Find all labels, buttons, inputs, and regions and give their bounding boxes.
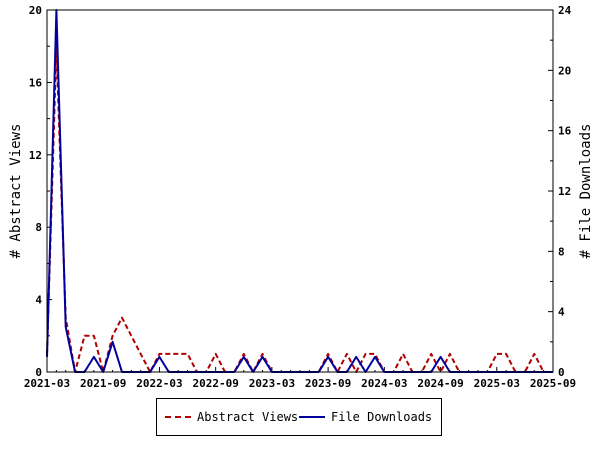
y2-tick-label: 24 <box>558 4 572 17</box>
x-tick-label: 2023-03 <box>249 377 295 390</box>
legend-item-file-downloads: File Downloads <box>299 410 432 424</box>
series-layer <box>46 9 553 373</box>
y2-tick-label: 8 <box>558 245 565 258</box>
x-tick-label: 2022-03 <box>136 377 182 390</box>
y2-tick-label: 0 <box>558 366 565 379</box>
legend-item-abstract-views: Abstract Views <box>165 410 298 424</box>
y-tick-label: 16 <box>29 76 43 89</box>
x-tick-label: 2021-09 <box>80 377 126 390</box>
y-tick-label: 8 <box>35 221 42 234</box>
x-tick-label: 2024-09 <box>417 377 463 390</box>
y2-tick-label: 20 <box>558 64 571 77</box>
x-tick-label: 2025-03 <box>474 377 520 390</box>
plot-frame <box>46 9 554 373</box>
x-tick-label: 2022-09 <box>192 377 238 390</box>
y2-axis-title: # File Downloads <box>578 124 594 259</box>
x-tick-label: 2024-03 <box>361 377 407 390</box>
y2-tick-label: 16 <box>558 125 572 138</box>
legend-label-file-downloads: File Downloads <box>331 410 433 424</box>
y-tick-label: 0 <box>35 366 42 379</box>
labels-layer: 0 4 8 12 16 20 0 4 8 12 16 20 24 2021-03 2021-09 2022-0… <box>24 4 576 390</box>
series-line-abstract-views <box>46 45 553 373</box>
x-tick-label: 2023-09 <box>305 377 351 390</box>
y-axis-title: # Abstract Views <box>8 124 24 259</box>
legend-swatch-file-downloads <box>299 416 325 418</box>
y-tick-label: 20 <box>29 4 42 17</box>
y-tick-label: 4 <box>35 294 42 307</box>
legend: Abstract Views File Downloads <box>156 398 442 436</box>
y2-tick-label: 4 <box>558 306 565 319</box>
legend-swatch-abstract-views <box>165 416 191 418</box>
x-tick-label: 2025-09 <box>530 377 576 390</box>
legend-label-abstract-views: Abstract Views <box>197 410 299 424</box>
y2-tick-label: 12 <box>558 185 571 198</box>
x-tick-label: 2021-03 <box>24 377 70 390</box>
y-tick-label: 12 <box>29 149 42 162</box>
